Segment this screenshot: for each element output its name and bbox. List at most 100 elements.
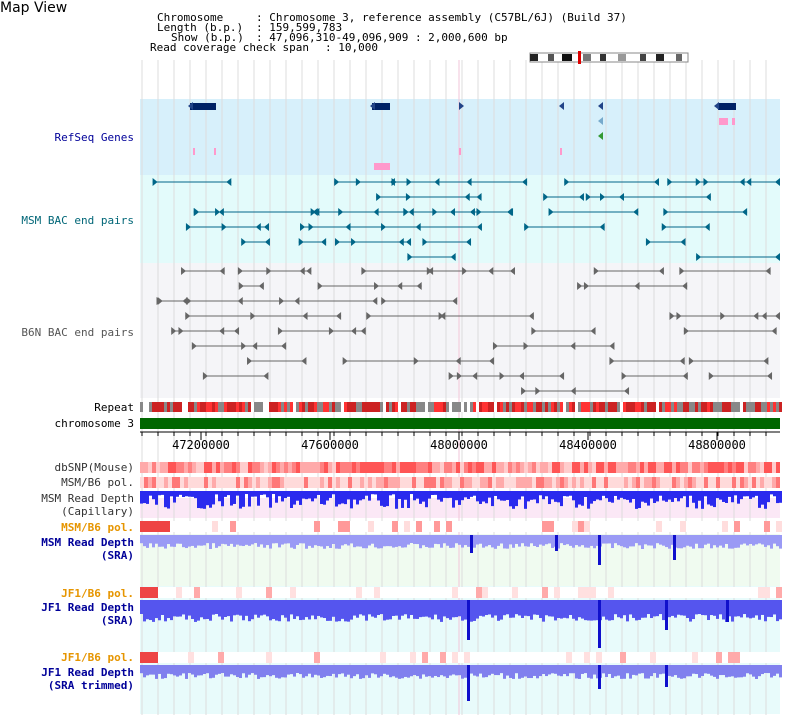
depth-bar bbox=[608, 665, 611, 674]
depth-bar bbox=[779, 665, 782, 678]
heat-cell bbox=[752, 652, 758, 663]
depth-bar bbox=[500, 535, 503, 544]
depth-bar bbox=[515, 600, 518, 615]
heat-cell bbox=[520, 477, 524, 488]
repeat-segment bbox=[614, 402, 617, 412]
bac-end-marker bbox=[753, 312, 759, 320]
heat-cell bbox=[232, 462, 236, 473]
heat-cell bbox=[668, 587, 674, 598]
depth-bar bbox=[620, 491, 623, 498]
bac-end-marker bbox=[658, 267, 664, 275]
depth-bar bbox=[671, 665, 674, 677]
heat-cell bbox=[712, 462, 716, 473]
depth-bar bbox=[617, 600, 620, 618]
repeat-segment bbox=[575, 402, 578, 412]
track-label-b6n-bac[interactable]: B6N BAC end pairs bbox=[21, 326, 134, 339]
depth-bar bbox=[527, 535, 530, 547]
track-label-msm-b6-pol[interactable]: MSM/B6 pol. bbox=[61, 476, 134, 489]
heat-cell bbox=[576, 462, 580, 473]
depth-bar bbox=[278, 535, 281, 548]
depth-bar bbox=[281, 491, 284, 502]
depth-bar bbox=[311, 491, 314, 502]
depth-bar bbox=[239, 535, 242, 546]
depth-bar bbox=[206, 535, 209, 544]
heat-cell bbox=[404, 587, 410, 598]
track-label-msm-depth-sra[interactable]: MSM Read Depth bbox=[41, 536, 134, 549]
repeat-segment bbox=[245, 402, 248, 412]
depth-bar bbox=[749, 535, 752, 544]
heat-cell bbox=[512, 587, 518, 598]
axis-tick-label: 48400000 bbox=[559, 438, 617, 452]
track-label-msm-bac[interactable]: MSM BAC end pairs bbox=[21, 214, 134, 227]
depth-bar bbox=[452, 665, 455, 675]
depth-bar bbox=[572, 665, 575, 674]
depth-bar bbox=[518, 600, 521, 616]
heat-cell bbox=[424, 462, 428, 473]
bac-end-marker bbox=[448, 372, 454, 380]
bac-end-marker bbox=[593, 267, 599, 275]
heat-cell bbox=[412, 477, 416, 488]
depth-bar bbox=[659, 535, 662, 545]
repeat-segment bbox=[563, 402, 566, 412]
heat-cell bbox=[698, 587, 704, 598]
depth-bar bbox=[323, 665, 326, 678]
heat-cell bbox=[272, 521, 278, 532]
track-label-jf1-depth-trim[interactable]: JF1 Read Depth bbox=[41, 666, 134, 679]
heat-cell bbox=[524, 521, 530, 532]
track-label-refseq[interactable]: RefSeq Genes bbox=[54, 131, 134, 144]
heat-cell bbox=[452, 521, 458, 532]
depth-bar bbox=[761, 665, 764, 675]
depth-bar bbox=[482, 600, 485, 617]
track-label-jf1-b6-pol-1[interactable]: JF1/B6 pol. bbox=[61, 587, 134, 600]
bac-end-marker bbox=[775, 178, 780, 186]
depth-bar bbox=[146, 665, 149, 676]
heat-cell bbox=[368, 477, 372, 488]
heat-cell bbox=[652, 462, 656, 473]
depth-bar bbox=[215, 491, 218, 495]
heat-cell bbox=[272, 462, 276, 473]
track-label-msm-b6-pol-sra[interactable]: MSM/B6 pol. bbox=[61, 521, 134, 534]
depth-bar bbox=[191, 600, 194, 620]
depth-bar bbox=[176, 665, 179, 677]
bac-end-marker bbox=[633, 208, 639, 216]
depth-bar bbox=[206, 491, 209, 506]
depth-bar bbox=[401, 600, 404, 616]
depth-bar bbox=[209, 491, 212, 508]
depth-bar bbox=[665, 535, 668, 548]
heat-cell bbox=[648, 462, 652, 473]
repeat-segment bbox=[596, 402, 599, 412]
depth-bar bbox=[212, 600, 215, 615]
track-label-jf1-b6-pol-2[interactable]: JF1/B6 pol. bbox=[61, 651, 134, 664]
bac-end-marker bbox=[775, 253, 780, 261]
heat-cell bbox=[452, 477, 456, 488]
depth-bar bbox=[380, 535, 383, 549]
heat-cell bbox=[552, 477, 556, 488]
heat-cell bbox=[140, 462, 144, 473]
track-label-dbsnp[interactable]: dbSNP(Mouse) bbox=[54, 461, 134, 474]
depth-bar bbox=[176, 491, 179, 497]
heat-cell bbox=[236, 652, 242, 663]
heat-cell bbox=[584, 521, 590, 532]
depth-bar bbox=[770, 535, 773, 549]
depth-bar bbox=[395, 535, 398, 547]
depth-bar bbox=[644, 600, 647, 618]
bac-end-marker bbox=[300, 223, 306, 231]
heat-cell bbox=[668, 462, 672, 473]
track-label-jf1-depth-sra[interactable]: JF1 Read Depth bbox=[41, 601, 134, 614]
depth-bar bbox=[626, 665, 629, 674]
heat-cell bbox=[620, 652, 626, 663]
heat-cell bbox=[326, 652, 332, 663]
depth-bar bbox=[707, 491, 710, 505]
heat-cell bbox=[768, 462, 772, 473]
bac-end-marker bbox=[739, 178, 745, 186]
depth-bar bbox=[260, 491, 263, 495]
depth-bar bbox=[431, 491, 434, 495]
depth-bar bbox=[527, 665, 530, 679]
repeat-segment bbox=[551, 402, 554, 412]
depth-bar bbox=[218, 535, 221, 547]
heat-cell bbox=[492, 462, 496, 473]
depth-bar bbox=[308, 535, 311, 546]
heat-cell bbox=[148, 477, 152, 488]
track-label-msm-depth-cap[interactable]: MSM Read Depth bbox=[41, 492, 134, 505]
